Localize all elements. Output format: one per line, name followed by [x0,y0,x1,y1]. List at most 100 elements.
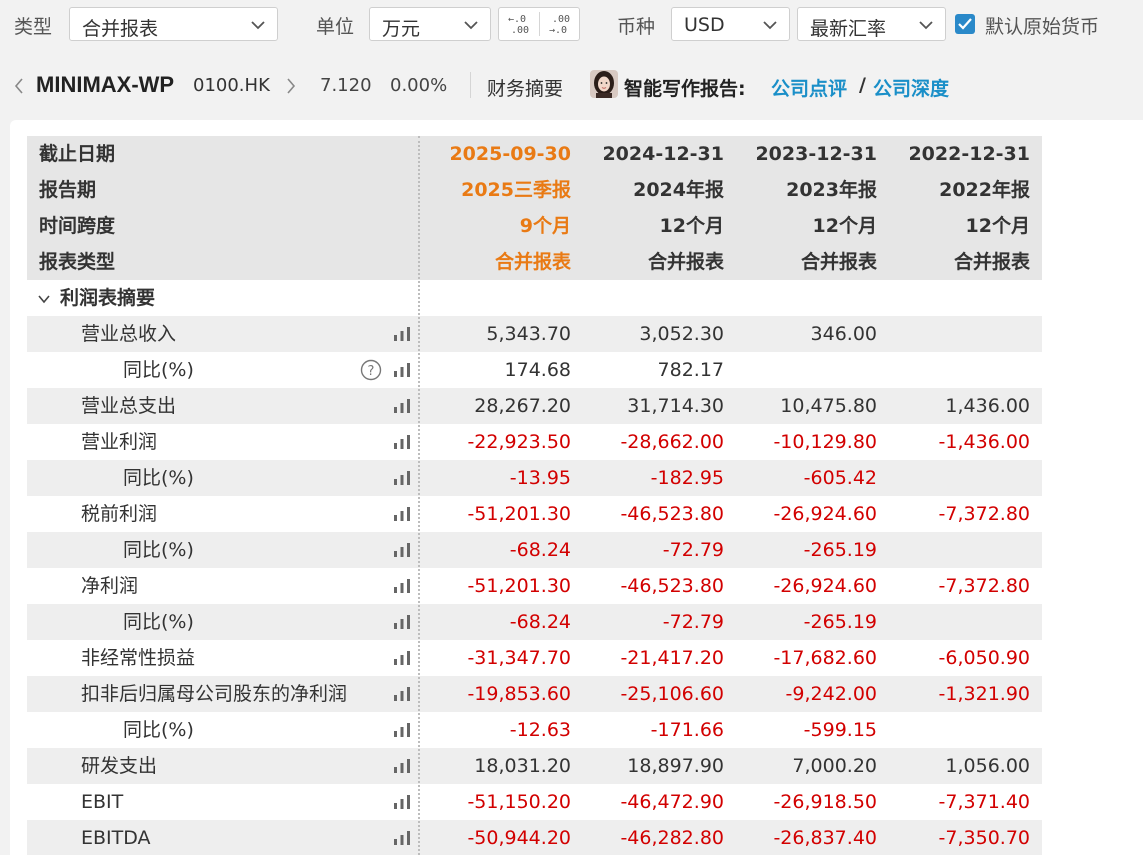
bar-chart-icon[interactable] [393,686,411,702]
bar-chart-icon[interactable] [393,650,411,666]
bar-chart-icon[interactable] [393,434,411,450]
header-cell: 12个月 [583,208,736,244]
rate-select[interactable]: 最新汇率 [797,7,946,41]
rate-select-value: 最新汇率 [810,18,887,40]
table-row: 税前利润 -51,201.30 -46,523.80 -26,924.60 -7,372… [27,496,1043,532]
value-cell: -1,436.00 [889,424,1042,460]
value-cell: -1,321.90 [889,676,1042,712]
chevron-down-icon[interactable] [37,292,51,306]
value-cell: 174.68 [430,352,583,388]
section-row[interactable]: 利润表摘要 [27,280,1043,316]
currency-label: 币种 [617,16,656,38]
financial-summary-panel: 截止日期 2025-09-30 2024-12-31 2023-12-31 2022-1… [10,120,1143,855]
bar-chart-icon[interactable] [393,470,411,486]
value-cell: -9,242.00 [736,676,889,712]
empty-cell [583,280,736,316]
header-label: 报告期 [27,172,430,208]
table-row: 同比(%)? 174.68 782.17 [27,352,1043,388]
default-currency-label[interactable]: 默认原始货币 [985,16,1100,38]
value-cell: -46,472.90 [583,784,736,820]
bar-chart-icon[interactable] [393,722,411,738]
value-cell: -7,372.80 [889,568,1042,604]
bar-chart-icon[interactable] [393,542,411,558]
value-cell: -68.24 [430,532,583,568]
row-label-cell: 同比(%) [27,460,430,496]
empty-cell [430,280,583,316]
header-cell: 合并报表 [889,244,1042,280]
bar-chart-icon[interactable] [393,830,411,846]
value-cell: -26,837.40 [736,820,889,855]
bar-chart-icon[interactable] [393,398,411,414]
value-cell: -51,201.30 [430,568,583,604]
divider [539,12,540,36]
table-row: 非经常性损益 -31,347.70 -21,417.20 -17,682.60 -6,0… [27,640,1043,676]
stock-name: MINIMAX-WP [36,72,175,97]
value-cell: -31,347.70 [430,640,583,676]
value-cell: -265.19 [736,604,889,640]
bar-chart-icon[interactable] [393,362,411,378]
header-cell: 12个月 [736,208,889,244]
company-depth-link[interactable]: 公司深度 [873,78,950,100]
table-row: 扣非后归属母公司股东的净利润 -19,853.60 -25,106.60 -9,242… [27,676,1043,712]
header-cell: 2024-12-31 [583,136,736,172]
default-currency-checkbox[interactable] [955,14,975,34]
value-cell: -17,682.60 [736,640,889,676]
value-cell: 346.00 [736,316,889,352]
header-cell: 2023-12-31 [736,136,889,172]
header-cell: 2022年报 [889,172,1042,208]
value-cell: -22,923.50 [430,424,583,460]
bar-chart-icon[interactable] [393,758,411,774]
value-cell: -51,201.30 [430,496,583,532]
unit-select[interactable]: 万元 [369,7,491,41]
header-row: 报表类型 合并报表 合并报表 合并报表 合并报表 [27,244,1043,280]
bar-chart-icon[interactable] [393,614,411,630]
decrease-decimal-icon[interactable]: ←.0 .00 [499,8,540,40]
value-cell: -50,944.20 [430,820,583,855]
value-cell: 10,475.80 [736,388,889,424]
bar-chart-icon[interactable] [393,794,411,810]
svg-text:←.0: ←.0 [508,14,526,25]
bar-chart-icon[interactable] [393,326,411,342]
section-header[interactable]: 利润表摘要 [27,280,430,316]
stock-change: 0.00% [390,75,448,96]
decimal-buttons: ←.0 .00 .00 →.0 [498,7,580,41]
stock-code: 0100.HK [193,75,270,96]
row-label-cell: 营业总支出 [27,388,430,424]
company-review-link[interactable]: 公司点评 [771,78,848,100]
row-label-cell: EBIT [27,784,430,820]
row-label: EBITDA [81,827,151,849]
chevron-down-icon [763,21,777,30]
currency-select[interactable]: USD [671,7,790,41]
row-label: 同比(%) [123,539,194,561]
empty-cell [889,280,1042,316]
header-label: 时间跨度 [27,208,430,244]
value-cell [736,352,889,388]
value-cell: -12.63 [430,712,583,748]
value-cell [889,316,1042,352]
row-label: 扣非后归属母公司股东的净利润 [81,683,348,705]
empty-cell [736,280,889,316]
value-cell: 7,000.20 [736,748,889,784]
chevron-left-icon[interactable] [14,78,24,94]
value-cell: -182.95 [583,460,736,496]
value-cell [889,352,1042,388]
table-row: 营业总收入 5,343.70 3,052.30 346.00 [27,316,1043,352]
table-row: 同比(%) -13.95 -182.95 -605.42 [27,460,1043,496]
financial-summary-label[interactable]: 财务摘要 [487,78,564,100]
header-row: 时间跨度 9个月 12个月 12个月 12个月 [27,208,1043,244]
chevron-right-icon[interactable] [286,78,296,94]
increase-decimal-icon[interactable]: .00 →.0 [540,8,581,40]
help-icon[interactable]: ? [360,359,382,381]
value-cell: -51,150.20 [430,784,583,820]
value-cell [889,532,1042,568]
header-cell: 合并报表 [583,244,736,280]
type-select[interactable]: 合并报表 [69,7,278,41]
value-cell: -26,918.50 [736,784,889,820]
row-label-cell: 非经常性损益 [27,640,430,676]
bar-chart-icon[interactable] [393,506,411,522]
bar-chart-icon[interactable] [393,578,411,594]
value-cell: -13.95 [430,460,583,496]
header-cell: 合并报表 [430,244,583,280]
value-cell: -599.15 [736,712,889,748]
row-label: 税前利润 [81,503,158,525]
